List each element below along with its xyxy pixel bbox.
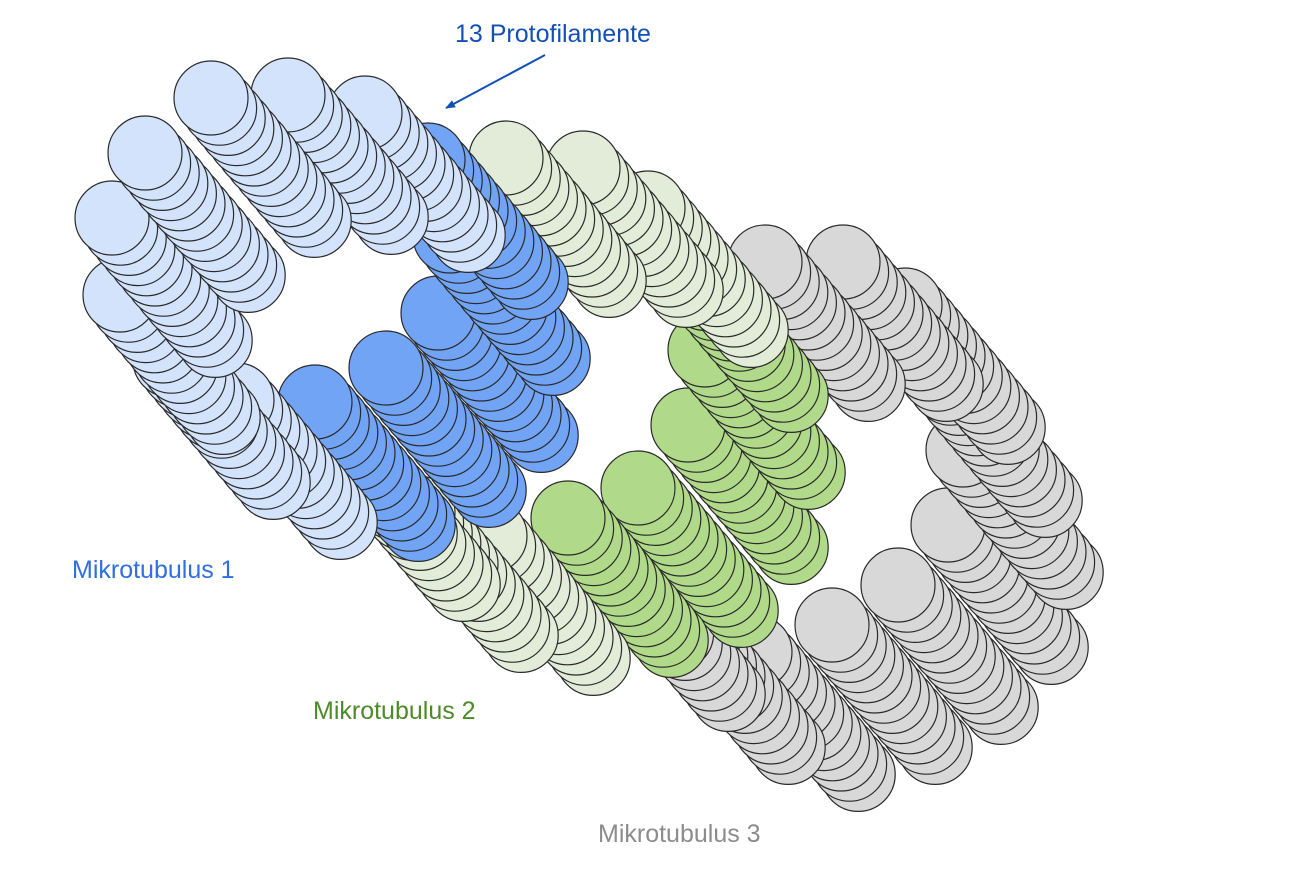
protofilament-mt2	[545, 130, 724, 328]
tubulin-subunit	[794, 587, 870, 663]
protofilament-mt3	[794, 587, 973, 786]
tubulin-subunit	[74, 180, 150, 256]
microtubule-2-label: Mikrotubulus 2	[313, 697, 476, 725]
tubulin-subunit	[107, 115, 183, 191]
tubulin-subunit	[348, 330, 424, 406]
tubulin-subunit	[173, 60, 249, 136]
tubulin-subunit	[600, 450, 676, 526]
tubulin-subunit	[530, 480, 606, 556]
protofilament-mt3	[860, 547, 1039, 746]
microtubule-1-label: Mikrotubulus 1	[72, 556, 235, 584]
protofilament-mt3	[727, 224, 906, 422]
protofilament-mt1	[74, 180, 253, 378]
tubulin-subunit	[860, 547, 936, 623]
protofilament-mt2	[600, 450, 779, 649]
protofilament-stacks	[74, 57, 1104, 813]
protofilament-mt1	[107, 115, 286, 313]
annotation-arrow	[445, 54, 546, 109]
protofilament-mt1	[173, 60, 352, 258]
protofilament-mt2	[530, 480, 709, 679]
protofilament-mt1	[348, 330, 527, 528]
protofilament-annotation-label: 13 Protofilamente	[455, 20, 651, 48]
microtubule-3-label: Mikrotubulus 3	[598, 820, 761, 848]
